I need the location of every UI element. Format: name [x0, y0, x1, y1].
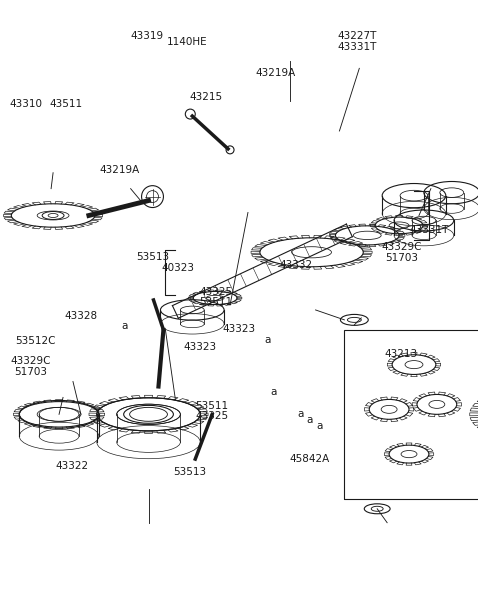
Text: 43219A: 43219A	[255, 68, 296, 78]
Text: 43310: 43310	[10, 99, 43, 109]
Text: 53511: 53511	[195, 401, 228, 410]
Text: 53513: 53513	[173, 467, 206, 477]
Text: 43329C: 43329C	[11, 356, 51, 367]
Text: 40323: 40323	[161, 263, 194, 273]
Text: 43213: 43213	[385, 349, 418, 359]
Text: 51703: 51703	[14, 367, 47, 377]
Text: 43323: 43323	[184, 342, 217, 352]
Text: 43322: 43322	[55, 461, 89, 471]
Text: 53513: 53513	[136, 252, 170, 262]
Text: 43219A: 43219A	[99, 165, 139, 175]
Text: a: a	[271, 387, 277, 397]
Text: 43329C: 43329C	[381, 242, 422, 252]
Text: 51703: 51703	[385, 253, 418, 263]
Text: 45842A: 45842A	[290, 454, 330, 464]
Text: 43227T: 43227T	[338, 31, 377, 41]
Text: 43331T: 43331T	[338, 42, 377, 52]
Text: 43328: 43328	[65, 311, 98, 321]
Text: 53512C: 53512C	[15, 336, 56, 346]
Text: 43319: 43319	[130, 31, 163, 41]
Text: 53511: 53511	[199, 297, 232, 307]
Text: 43323: 43323	[223, 324, 256, 334]
Text: 43332: 43332	[279, 260, 312, 270]
Text: a: a	[307, 415, 313, 425]
Text: a: a	[316, 420, 323, 431]
Text: 1140HE: 1140HE	[167, 37, 207, 47]
Text: 43325: 43325	[199, 288, 232, 297]
Text: a: a	[297, 409, 304, 419]
Bar	[344, 330, 479, 499]
Text: a: a	[121, 320, 127, 331]
Text: 43215: 43215	[190, 92, 223, 102]
Text: 43331T: 43331T	[410, 225, 449, 235]
Text: a: a	[264, 335, 270, 345]
Text: 43325: 43325	[195, 411, 228, 420]
Text: 43511: 43511	[49, 99, 82, 109]
